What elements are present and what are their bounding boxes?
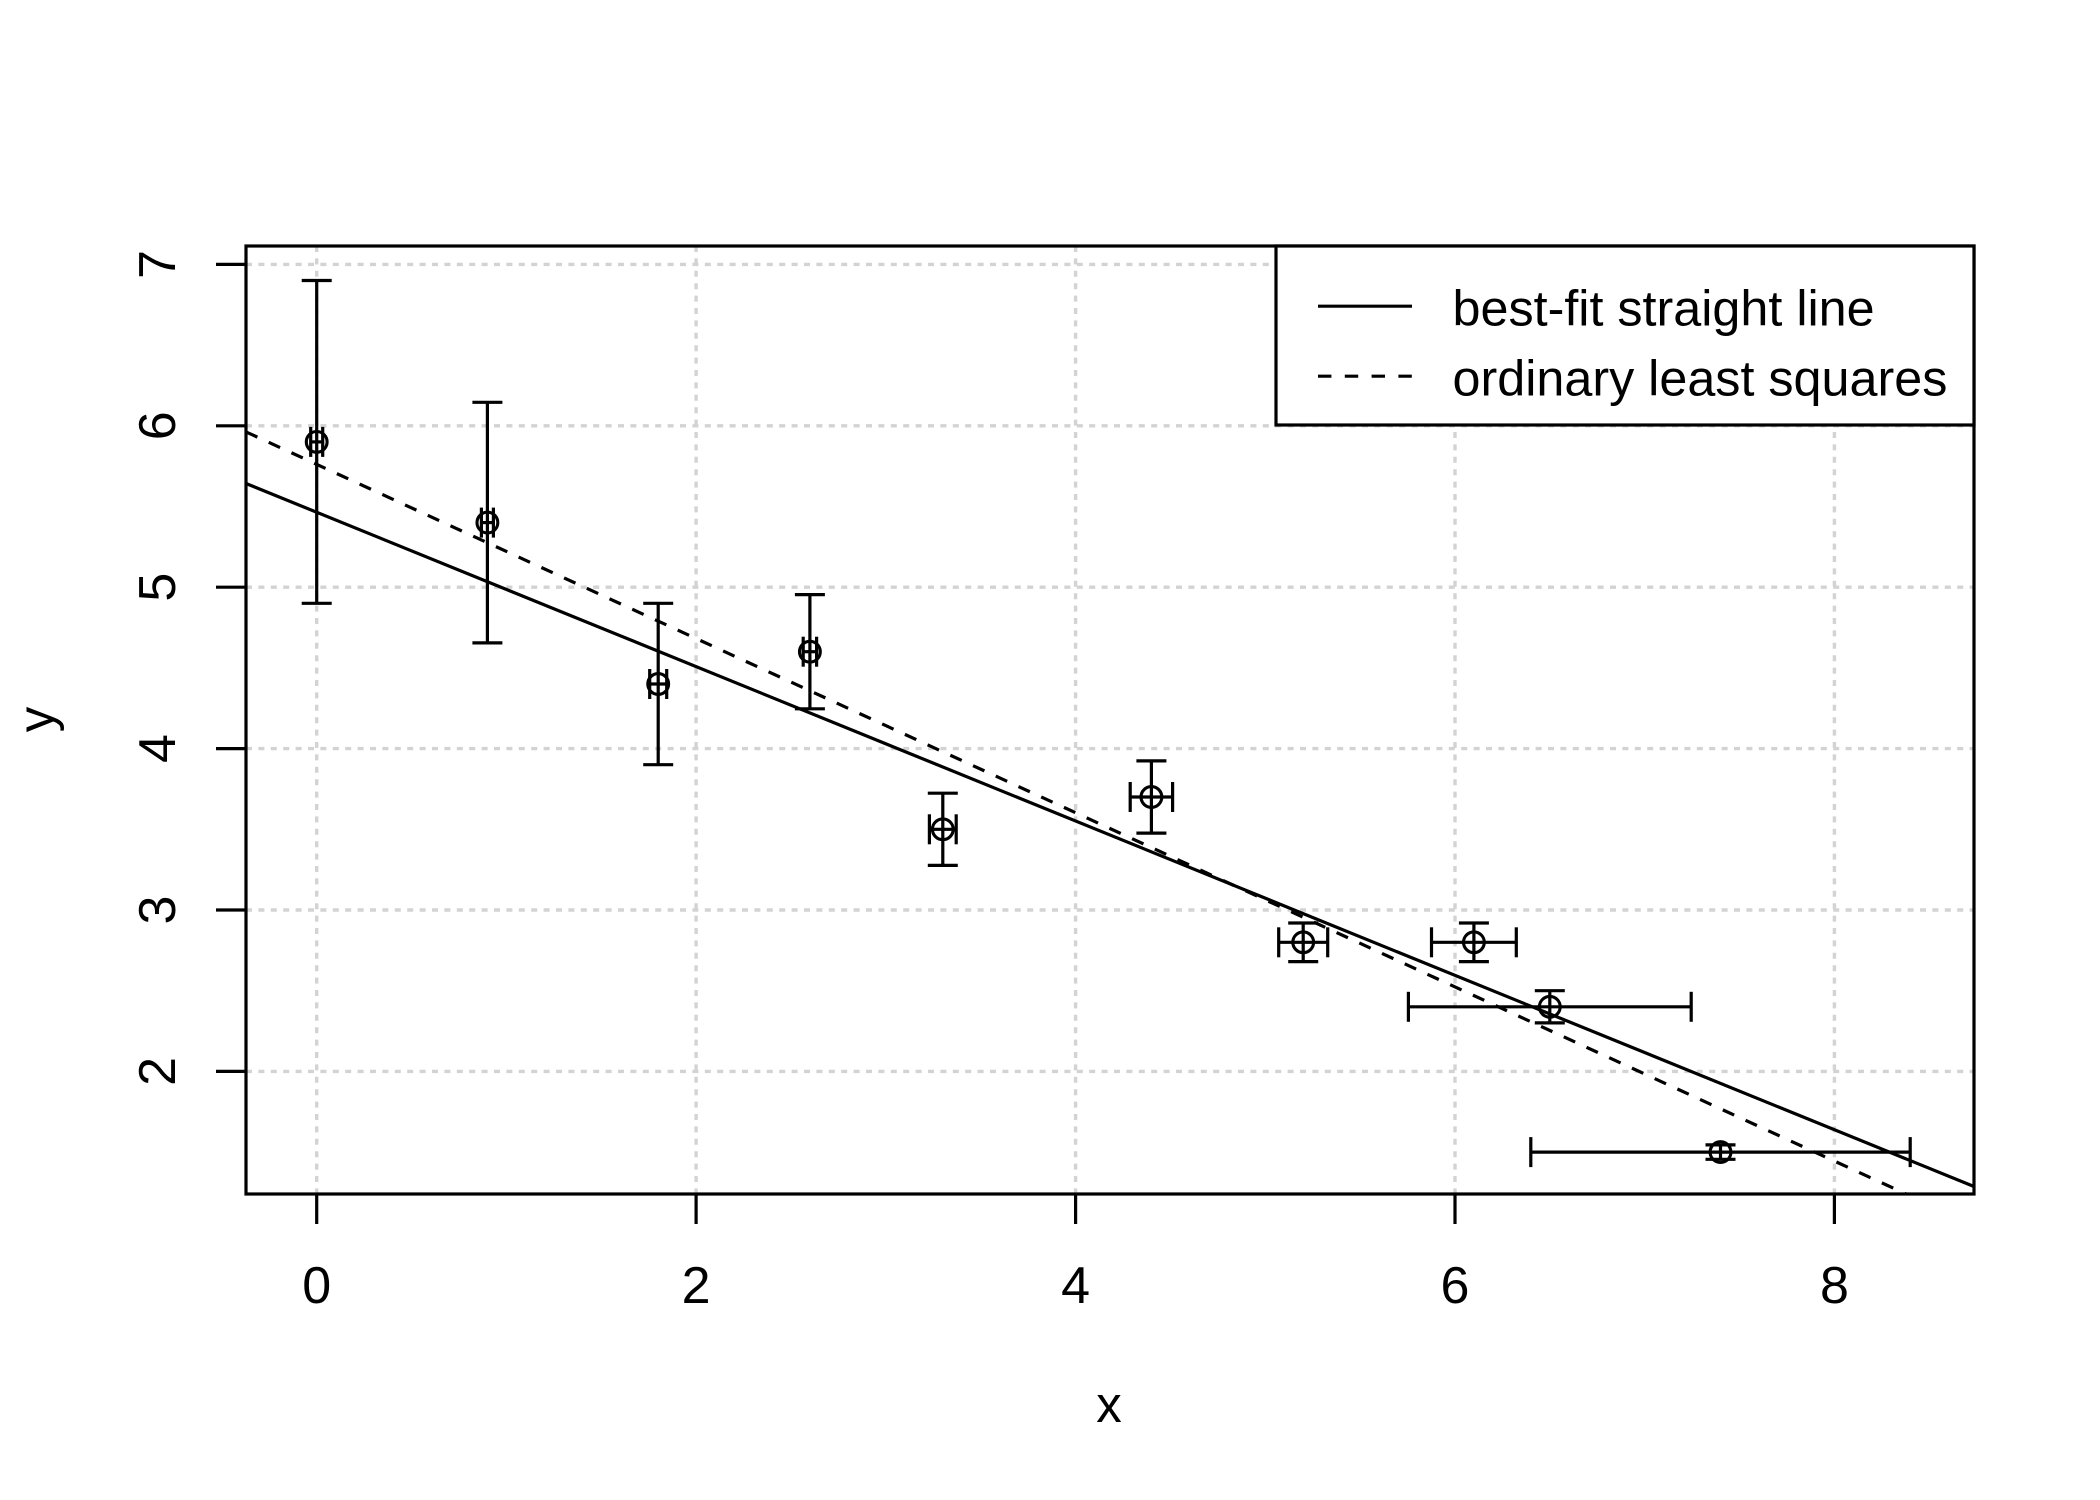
svg-text:8: 8 (1820, 1257, 1849, 1315)
svg-text:4: 4 (129, 734, 187, 763)
svg-text:4: 4 (1061, 1257, 1090, 1315)
svg-text:0: 0 (302, 1257, 331, 1315)
svg-text:5: 5 (129, 573, 187, 602)
svg-text:7: 7 (129, 250, 187, 279)
svg-text:y: y (8, 706, 65, 732)
svg-text:best-fit straight line: best-fit straight line (1453, 280, 1875, 337)
svg-text:6: 6 (129, 411, 187, 440)
svg-text:3: 3 (129, 896, 187, 925)
svg-text:ordinary least squares: ordinary least squares (1453, 350, 1948, 407)
svg-text:6: 6 (1441, 1257, 1470, 1315)
svg-text:2: 2 (129, 1057, 187, 1086)
svg-text:x: x (1096, 1376, 1122, 1433)
svg-text:2: 2 (682, 1257, 711, 1315)
